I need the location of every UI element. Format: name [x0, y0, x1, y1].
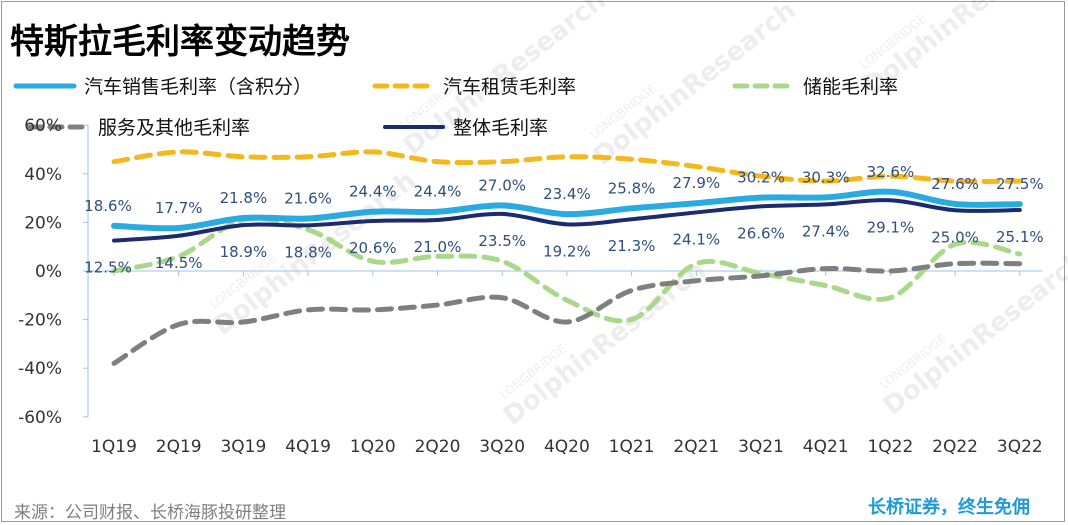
- data-label-auto-sales: 24.4%: [349, 183, 397, 201]
- data-label-total: 18.8%: [284, 243, 332, 261]
- data-label-total: 24.1%: [672, 230, 720, 248]
- series-line-total: [112, 198, 1022, 243]
- y-tick-label: -60%: [18, 408, 62, 428]
- x-tick-label: 2Q19: [156, 437, 202, 457]
- series-layer: [111, 149, 1023, 366]
- data-label-auto-sales: 17.7%: [155, 199, 203, 217]
- legend-item-total: 整体毛利率: [383, 117, 548, 139]
- y-tick-label: -20%: [18, 311, 62, 331]
- y-tick-label: 20%: [24, 213, 62, 233]
- series-line-services-other: [111, 260, 1023, 366]
- watermark-large: DolphinResearch: [498, 255, 712, 431]
- x-tick-label: 1Q22: [867, 437, 913, 457]
- data-label-total: 29.1%: [867, 218, 915, 236]
- x-tick-label: 4Q21: [803, 437, 849, 457]
- y-tick-label: 60%: [24, 116, 62, 136]
- data-label-auto-sales: 18.6%: [84, 197, 132, 215]
- data-label-auto-sales: 30.2%: [737, 169, 785, 187]
- data-label-auto-sales: 27.0%: [478, 176, 526, 194]
- x-tick-label: 2Q22: [932, 437, 978, 457]
- legend-label: 服务及其他毛利率: [98, 117, 250, 139]
- legend-item-services-other: 服务及其他毛利率: [27, 117, 250, 139]
- watermark-large: DolphinResearch: [588, 0, 802, 172]
- axes: -60% -40% -20% 0% 20% 40% 60% 1Q19 2Q19 3Q19 4Q19 1…: [18, 116, 1043, 457]
- data-label-total: 25.1%: [996, 228, 1044, 246]
- data-label-total: 19.2%: [543, 242, 591, 260]
- x-tick-label: 1Q20: [350, 437, 396, 457]
- data-label-total: 26.6%: [737, 224, 785, 242]
- data-label-total: 21.0%: [414, 238, 462, 256]
- data-label-auto-sales: 25.8%: [608, 179, 656, 197]
- legend-label: 整体毛利率: [453, 117, 548, 139]
- legend-item-energy-storage: 储能毛利率: [732, 76, 898, 98]
- chart-title: 特斯拉毛利率变动趋势: [10, 22, 350, 62]
- x-tick-label: 4Q20: [544, 437, 590, 457]
- data-label-total: 20.6%: [349, 239, 397, 257]
- data-label-total: 18.9%: [220, 243, 268, 261]
- x-tick-label: 3Q19: [220, 437, 266, 457]
- data-label-total: 23.5%: [478, 232, 526, 250]
- legend-item-auto-leasing: 汽车租赁毛利率: [372, 76, 576, 98]
- data-label-auto-sales: 21.6%: [284, 190, 332, 208]
- data-label-total: 12.5%: [84, 259, 132, 277]
- data-label-total: 27.4%: [802, 222, 850, 240]
- data-label-auto-sales: 27.5%: [996, 175, 1044, 193]
- y-tick-label: -40%: [18, 359, 62, 379]
- x-tick-label: 1Q21: [609, 437, 655, 457]
- x-tick-label: 4Q19: [285, 437, 331, 457]
- data-label-total: 21.3%: [608, 237, 656, 255]
- legend-label: 汽车租赁毛利率: [443, 76, 576, 98]
- series-line-auto-leasing: [111, 149, 1023, 184]
- data-label-auto-sales: 24.4%: [414, 183, 462, 201]
- x-tick-label: 3Q21: [738, 437, 784, 457]
- legend-item-auto-sales: 汽车销售毛利率（含积分）: [13, 76, 312, 98]
- x-tick-label: 2Q21: [673, 437, 719, 457]
- legend-label: 汽车销售毛利率（含积分）: [84, 76, 312, 98]
- data-label-auto-sales: 27.6%: [931, 175, 979, 193]
- x-tick-label: 1Q19: [91, 437, 137, 457]
- x-tick-label: 2Q20: [415, 437, 461, 457]
- source-note: 来源：公司财报、长桥海豚投研整理: [14, 503, 286, 523]
- data-label-auto-sales: 23.4%: [543, 185, 591, 203]
- series-line-auto-sales: [111, 188, 1023, 232]
- data-label-layer: 18.6% 17.7% 21.8% 21.6% 24.4% 24.4% 27.0% 23.4%…: [84, 163, 1043, 277]
- brand-slogan: 长桥证券，终生免佣: [868, 497, 1030, 518]
- data-label-auto-sales: 30.3%: [802, 168, 850, 186]
- x-tick-label: 3Q20: [479, 437, 525, 457]
- data-label-total: 14.5%: [155, 254, 203, 272]
- x-tick-label: 3Q22: [997, 437, 1043, 457]
- data-label-auto-sales: 21.8%: [220, 189, 268, 207]
- data-label-total: 25.0%: [931, 228, 979, 246]
- y-tick-label: 40%: [24, 165, 62, 185]
- data-label-auto-sales: 27.9%: [672, 174, 720, 192]
- y-tick-label: 0%: [35, 262, 62, 282]
- data-label-auto-sales: 32.6%: [867, 163, 915, 181]
- legend-label: 储能毛利率: [803, 76, 898, 98]
